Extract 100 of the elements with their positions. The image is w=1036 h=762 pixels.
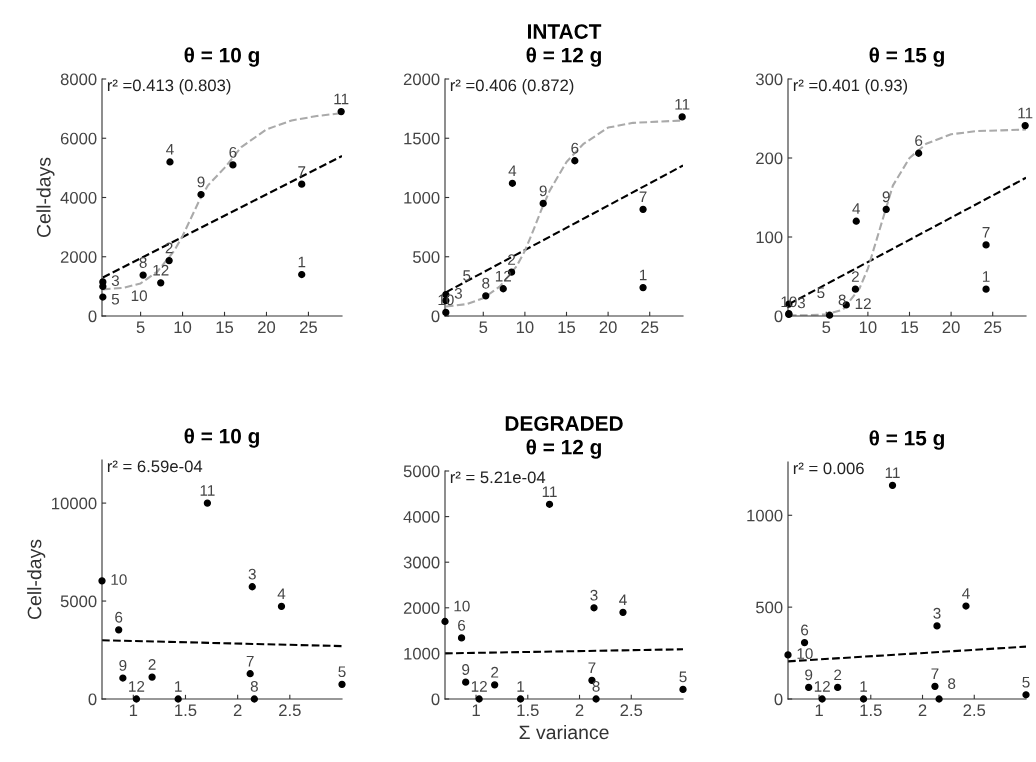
point [931,682,939,690]
annotation: 6 [229,146,237,158]
x-tick-label: 15 [901,321,919,334]
point [935,695,943,703]
chart-title: θ = 12 g [526,439,601,459]
y-tick-label: 1000 [404,647,440,660]
annotation: 8 [948,678,956,690]
point [491,681,499,689]
point [441,617,449,626]
annotation: 3 [111,275,119,287]
point [99,293,107,301]
annotation: 4 [619,594,627,606]
annotation: 7 [298,166,306,177]
point [539,199,547,208]
point [475,695,483,703]
x-tick-label: 2.5 [620,704,643,717]
y-tick-label: 2000 [60,251,97,263]
annotation: r² = 6.59e-04 [107,460,203,473]
point [246,670,254,678]
annotation: 9 [882,191,890,203]
annotation: 3 [248,568,256,580]
chart-title: θ = 10 g [184,47,259,67]
point [859,695,868,703]
annotation: 1 [982,271,990,282]
y-tick-label: 5000 [60,595,97,608]
y-tick-label: 3000 [403,556,440,569]
point [888,481,897,489]
point [882,205,890,213]
annotation: 7 [982,227,990,238]
x-tick-label: 2.5 [963,704,986,717]
text: INTACT [527,24,602,39]
point [462,678,470,686]
x-tick-label: 1.5 [860,704,882,717]
point [457,634,466,642]
point [229,161,237,169]
point [277,602,286,610]
annotation: 8 [482,277,490,289]
point [1021,121,1029,130]
y-tick-label: 300 [755,73,783,86]
y-tick-label: 0 [431,693,440,706]
annotation: 12 [129,680,145,692]
y-tick-label: 4000 [60,191,97,204]
annotation: 1 [175,681,182,692]
y-tick-label: 0 [88,693,97,706]
x-tick-label: 10 [859,321,877,334]
point [982,241,990,249]
annotation: 12 [153,264,169,276]
annotation: 12 [495,270,511,282]
y-tick-label: 0 [431,310,440,323]
point [592,695,600,703]
annotation: 7 [246,655,254,667]
annotation: 3 [797,297,805,309]
annotation: 10 [797,648,813,660]
annotation: 1 [517,681,525,692]
y-tick-label: 100 [756,231,783,244]
point [499,285,507,293]
x-tick-label: 10 [516,321,534,334]
point [590,604,598,612]
y-tick-label: 6000 [60,132,97,145]
x-tick-label: 25 [300,321,317,334]
x-tick-label: 10 [174,321,192,334]
annotation: 7 [639,191,647,203]
x-tick-label: 5 [136,321,145,334]
x-tick-label: 15 [216,321,234,334]
point [337,107,345,116]
annotation: 6 [915,135,923,147]
x-tick-label: 1 [129,704,138,716]
annotation: 5 [1022,676,1030,688]
annotation: 12 [855,298,871,309]
point [805,683,813,692]
x-tick-label: 5 [479,321,488,334]
x-tick-label: 20 [599,321,617,334]
annotation: 4 [852,203,861,214]
annotation: 5 [817,287,825,299]
annotation: 11 [334,93,349,105]
annotation: 3 [454,287,462,299]
point [248,583,256,591]
annotation: 8 [592,680,600,692]
x-tick-label: 25 [641,321,659,334]
point [915,149,923,157]
annotation: 11 [885,467,900,478]
point [165,256,173,265]
point [825,311,834,319]
point [119,674,127,682]
y-tick-label: 1500 [404,132,440,145]
point [482,292,490,300]
point [98,577,106,585]
chart-title: θ = 15 g [869,47,944,67]
y-tick-label: 2000 [403,73,440,86]
annotation: 2 [165,242,173,254]
y-tick-label: 1000 [747,509,783,522]
point [834,683,842,692]
annotation: 12 [471,680,487,692]
annotation: 1 [298,256,306,268]
x-axis-title: Σ variance [519,724,609,740]
annotation: 5 [338,666,346,678]
annotation: 5 [679,671,687,683]
annotation: 11 [200,485,215,496]
annotation: 2 [851,271,859,282]
text: DEGRADED [505,416,623,431]
